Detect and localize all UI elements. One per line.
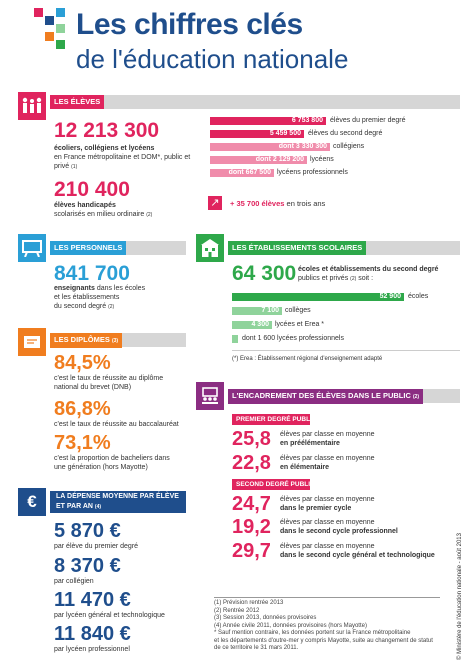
eleves-total: 12 213 300 <box>54 119 160 142</box>
arrow-up-icon: ↗ <box>208 196 222 210</box>
logo-square <box>56 24 65 33</box>
eleves-total-desc: écoliers, collégiens et lycéens en France… <box>54 145 191 170</box>
depense-value: 8 370 € <box>54 555 121 577</box>
bar-ecoles: 52 900 <box>232 293 404 301</box>
diplome-desc: c'est la proportion de bacheliers dans un… <box>54 455 170 471</box>
page-title: Les chiffres clés <box>76 8 303 41</box>
footnote: et les départements d'outre-mer y compri… <box>214 637 433 644</box>
bar-lyceens-pro: dont 667 500 <box>210 169 274 177</box>
footnote: (3) Session 2013, données provisoires <box>214 615 317 621</box>
bar-label: lycéens professionnels <box>277 169 348 176</box>
premier-degre-header: PREMIER DEGRÉ PUBLIC <box>232 414 317 425</box>
footnote: (1) Prévision rentrée 2013 <box>214 600 284 606</box>
euro-icon: € <box>18 488 46 516</box>
bar-label: lycées et Erea * <box>275 321 325 328</box>
encadrement-value: 25,8 <box>232 428 271 450</box>
section-header-encadrement: L'ENCADREMENT DES ÉLÈVES DANS LE PUBLIC … <box>228 389 460 404</box>
diplome-rate: 86,8% <box>54 398 111 420</box>
section-title: LES PERSONNELS <box>50 241 127 255</box>
bar-label: élèves du second degré <box>308 130 383 137</box>
footnote: (2) Rentrée 2012 <box>214 607 260 614</box>
encadrement-value: 29,7 <box>232 540 271 562</box>
encadrement-desc: élèves par classe en moyenne dans le seco… <box>280 519 398 535</box>
section-title: LES DIPLÔMES (3) <box>50 333 123 348</box>
logo-square <box>45 16 54 25</box>
classroom-icon <box>196 382 224 410</box>
section-header-eleves: LES ÉLÈVES <box>50 95 460 109</box>
divider <box>214 597 440 598</box>
section-title: L'ENCADREMENT DES ÉLÈVES DANS LE PUBLIC … <box>228 389 424 404</box>
eleves-handicap-desc: élèves handicapés scolarisés en milieu or… <box>54 202 153 218</box>
board-icon <box>18 234 46 262</box>
logo-square <box>34 8 43 17</box>
bar-label: collégiens <box>333 143 365 150</box>
footnote: (4) Année civile 2011, données provisoir… <box>214 622 367 629</box>
bar-label: lycéens <box>310 156 334 163</box>
depense-label: par élève du premier degré <box>54 543 139 550</box>
encadrement-value: 22,8 <box>232 452 271 474</box>
depense-value: 11 470 € <box>54 589 131 611</box>
eleves-handicap: 210 400 <box>54 178 130 201</box>
encadrement-desc: élèves par classe en moyenne dans le seco… <box>280 543 435 559</box>
erea-note: (*) Erea : Établissement régional d'ense… <box>232 356 383 362</box>
bar-label: élèves du premier degré <box>330 117 406 124</box>
depense-label: par lycéen professionnel <box>54 646 130 653</box>
credit: © Ministère de l'éducation nationale - a… <box>457 533 463 660</box>
footnotes: (1) Prévision rentrée 2013 (2) Rentrée 2… <box>214 600 446 653</box>
bar-premier-degre: 6 753 800 <box>210 117 326 125</box>
section-title: LES ÉLÈVES <box>50 95 105 109</box>
depense-value: 11 840 € <box>54 623 131 645</box>
footnote: * Sauf mention contraire, les données po… <box>214 630 411 636</box>
depense-value: 5 870 € <box>54 520 121 542</box>
bar-label: collèges <box>285 307 311 314</box>
bar-lyceens: dont 2 129 200 <box>210 156 307 164</box>
diploma-icon <box>18 328 46 356</box>
bar-lycees-pro <box>232 335 238 343</box>
bar-second-degre: 5 459 500 <box>210 130 304 138</box>
depense-label: par collégien <box>54 578 94 585</box>
encadrement-value: 19,2 <box>232 516 271 538</box>
logo-square <box>56 40 65 49</box>
section-header-depense: LA DÉPENSE MOYENNE PAR ÉLÈVE ET PAR AN (4… <box>50 491 186 513</box>
depense-label: par lycéen général et technologique <box>54 612 165 619</box>
bar-collegiens: dont 3 330 300 <box>210 143 330 151</box>
logo-square <box>45 32 54 41</box>
diplome-rate: 84,5% <box>54 352 111 374</box>
diplome-desc: c'est le taux de réussite au diplôme nati… <box>54 375 164 391</box>
building-icon <box>196 234 224 262</box>
section-header-etablissements: LES ÉTABLISSEMENTS SCOLAIRES <box>228 241 460 255</box>
section-header-personnels: LES PERSONNELS <box>50 241 186 255</box>
page-subtitle: de l'éducation nationale <box>76 44 349 74</box>
divider <box>232 350 460 351</box>
personnels-total: 841 700 <box>54 262 130 285</box>
encadrement-desc: élèves par classe en moyenne en élémentai… <box>280 455 375 471</box>
diplome-desc: c'est le taux de réussite au baccalauréa… <box>54 421 179 428</box>
section-header-diplomes: LES DIPLÔMES (3) <box>50 333 186 348</box>
bar-label: écoles <box>408 293 429 300</box>
encadrement-value: 24,7 <box>232 493 271 515</box>
second-degre-header: SECOND DEGRÉ PUBLIC <box>232 479 315 490</box>
bar-label: dont 1 600 lycées professionnels <box>242 335 344 342</box>
bar-colleges: 7 100 <box>232 307 282 315</box>
diplome-rate: 73,1% <box>54 432 111 454</box>
section-title: LES ÉTABLISSEMENTS SCOLAIRES <box>228 241 367 255</box>
bar-lycees: 4 300 <box>232 321 272 329</box>
encadrement-desc: élèves par classe en moyenne dans le prem… <box>280 496 375 512</box>
logo-square <box>56 8 65 17</box>
encadrement-desc: élèves par classe en moyenne en préélémen… <box>280 431 375 447</box>
etablissements-desc: écoles et établissements du second degré… <box>298 266 439 282</box>
section-title: LA DÉPENSE MOYENNE PAR ÉLÈVE <box>56 493 179 500</box>
eleves-growth: + 35 700 élèves en trois ans <box>230 199 326 208</box>
footnote: de ce territoire le 31 mars 2011. <box>214 645 299 651</box>
personnels-desc: enseignants dans les écoles et les établi… <box>54 285 146 310</box>
family-icon <box>18 92 46 120</box>
etablissements-total: 64 300 <box>232 262 297 285</box>
